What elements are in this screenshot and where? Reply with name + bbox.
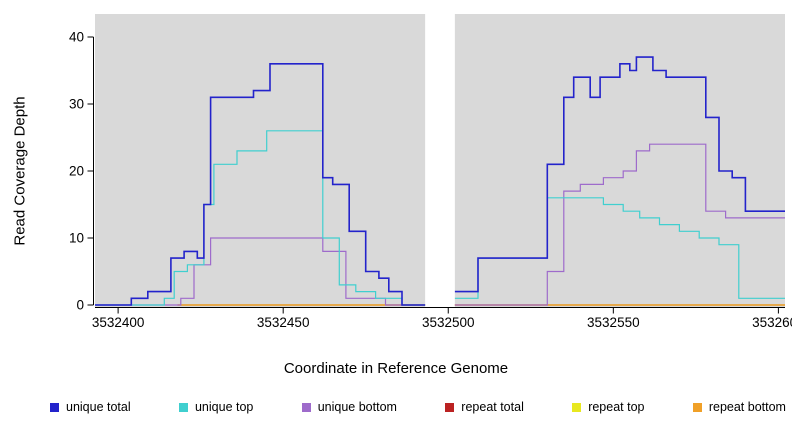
legend-label: unique total bbox=[66, 400, 131, 414]
legend-item-unique-bottom: unique bottom bbox=[301, 400, 397, 414]
y-tick-label: 10 bbox=[69, 231, 84, 246]
legend-label: repeat bottom bbox=[708, 400, 786, 414]
legend-swatch-icon bbox=[445, 402, 455, 412]
x-tick-label: 3532500 bbox=[422, 315, 475, 330]
legend-swatch-icon bbox=[692, 402, 702, 412]
legend-swatch-icon bbox=[572, 402, 582, 412]
coverage-gap bbox=[425, 14, 455, 307]
legend-item-unique-total: unique total bbox=[50, 400, 131, 414]
coverage-chart: 3532400 3532450 3532500 3532550 3532600 0 10 20… bbox=[69, 14, 792, 330]
legend-swatch-icon bbox=[301, 402, 311, 412]
legend-item-repeat-top: repeat top bbox=[572, 400, 644, 414]
legend-label: repeat top bbox=[588, 400, 645, 414]
x-tick-label: 3532550 bbox=[587, 315, 640, 330]
y-tick-label: 30 bbox=[69, 97, 84, 112]
x-tick-label: 3532400 bbox=[92, 315, 145, 330]
legend-label: unique bottom bbox=[317, 400, 397, 414]
x-tick-label: 3532600 bbox=[752, 315, 792, 330]
y-tick-label: 0 bbox=[76, 298, 84, 313]
legend-item-unique-top: unique top bbox=[178, 400, 254, 414]
x-tick-label: 3532450 bbox=[257, 315, 310, 330]
y-tick-label: 40 bbox=[69, 30, 84, 45]
legend-swatch-icon bbox=[178, 402, 188, 412]
x-axis-title: Coordinate in Reference Genome bbox=[283, 360, 509, 377]
legend-label: repeat total bbox=[461, 400, 524, 414]
legend-label: unique top bbox=[194, 400, 254, 414]
y-tick-label: 20 bbox=[69, 164, 84, 179]
legend-item-repeat-bottom: repeat bottom bbox=[692, 400, 786, 414]
legend-item-repeat-total: repeat total bbox=[445, 400, 524, 414]
y-axis-title: Read Coverage Depth bbox=[11, 96, 29, 246]
legend: unique total unique top unique bottom repea… bbox=[50, 400, 786, 414]
legend-swatch-icon bbox=[50, 402, 59, 412]
series-unique-total bbox=[95, 56, 785, 306]
